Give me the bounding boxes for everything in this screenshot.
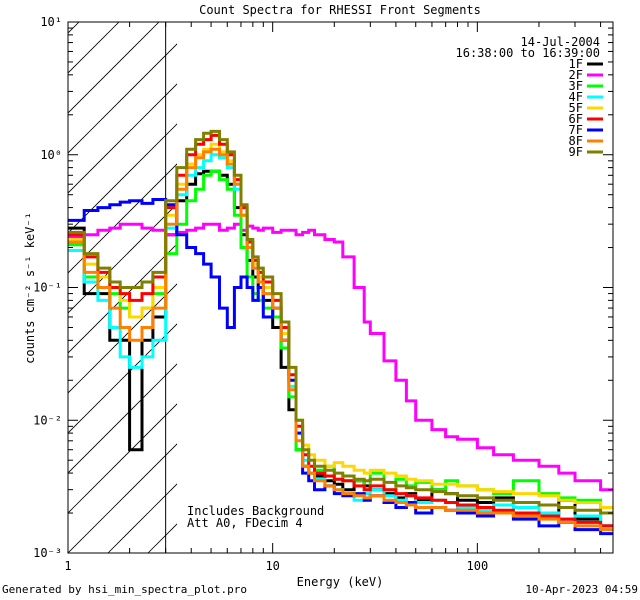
chart-date: 14-Jul-2004	[521, 35, 600, 49]
footer-generated-by: Generated by hsi_min_spectra_plot.pro	[2, 583, 248, 596]
hatch-line	[68, 43, 177, 154]
chart-time-range: 16:38:00 to 16:39:00	[456, 46, 601, 60]
hatch-line	[68, 203, 177, 314]
y-tick-label: 10⁻²	[33, 413, 62, 427]
x-tick-label: 10	[265, 559, 279, 573]
chart-title: Count Spectra for RHESSI Front Segments	[199, 3, 481, 17]
hatch-line	[68, 443, 177, 553]
legend-label: 3F	[569, 79, 583, 93]
hatch-line	[68, 22, 120, 74]
legend-label: 4F	[569, 90, 583, 104]
footer-timestamp: 10-Apr-2023 04:59	[525, 583, 638, 596]
series-2F	[68, 222, 613, 492]
x-tick-label: 1	[64, 559, 71, 573]
legend-label: 5F	[569, 101, 583, 115]
y-tick-label: 10⁻³	[33, 546, 62, 560]
series-9F	[68, 129, 613, 515]
annotation-attenuator: Att A0, FDecim 4	[187, 516, 303, 530]
series-6F	[68, 133, 613, 528]
hatch-line	[68, 123, 177, 234]
x-tick-label: 100	[467, 559, 489, 573]
x-axis-label: Energy (keV)	[297, 575, 384, 589]
legend-label: 7F	[569, 123, 583, 137]
hatch-line	[68, 403, 177, 514]
hatch-line	[147, 523, 177, 553]
legend-label: 6F	[569, 112, 583, 126]
series-5F	[68, 142, 613, 509]
y-tick-label: 10⁰	[40, 148, 62, 162]
hatch-line	[68, 22, 160, 114]
legend-label: 8F	[569, 134, 583, 148]
annotation-background: Includes Background	[187, 504, 324, 518]
legend-label: 9F	[569, 145, 583, 159]
hatch-line	[68, 243, 177, 354]
y-tick-label: 10⁻¹	[33, 281, 62, 295]
hatch-line	[68, 363, 177, 474]
legend-label: 2F	[569, 68, 583, 82]
y-tick-label: 10¹	[40, 15, 62, 29]
legend-label: 1F	[569, 57, 583, 71]
y-axis-label: counts cm⁻² s⁻¹ keV⁻¹	[23, 212, 37, 364]
